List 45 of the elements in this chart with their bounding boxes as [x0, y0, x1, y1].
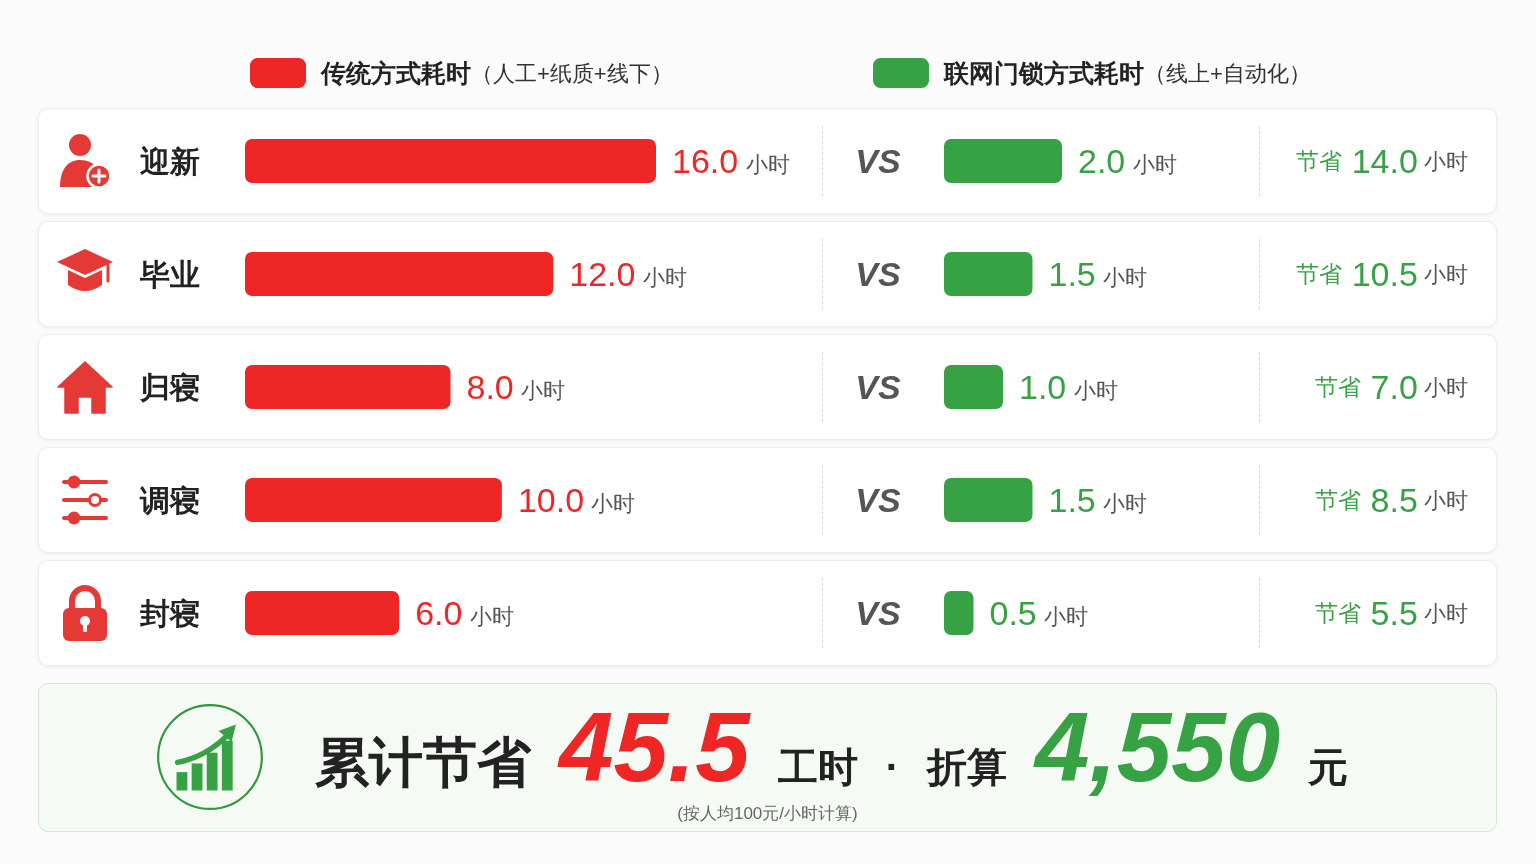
text: 4,550 — [1035, 692, 1281, 802]
y-tick-label: 毕业 — [139, 257, 200, 291]
text: 节省 8.5 小时 — [1315, 481, 1468, 519]
y-tick-label: 封寝 — [139, 596, 200, 630]
text: VS — [855, 142, 901, 180]
bar — [245, 591, 400, 635]
bar — [245, 139, 656, 183]
text: 累计节省 — [315, 732, 531, 792]
text: 元 — [1308, 745, 1349, 789]
text: (按人均100元/小时计算) — [676, 803, 859, 825]
text: VS — [855, 594, 901, 632]
data-label: 16.0 小时 — [672, 142, 790, 180]
bar — [944, 139, 1062, 183]
bar — [944, 591, 974, 635]
text: 节省 7.0 小时 — [1315, 368, 1468, 406]
data-label: 1.0 小时 — [1019, 368, 1118, 406]
text: 45.5 — [559, 692, 750, 802]
data-label: 1.5 小时 — [1048, 481, 1148, 519]
data-label: 6.0 小时 — [415, 594, 514, 632]
data-label: 1.5 小时 — [1048, 255, 1148, 293]
legend-label: 联网门锁方式耗时（线上+自动化） — [943, 59, 1311, 87]
data-label: 12.0 小时 — [569, 255, 687, 293]
text: · — [885, 745, 900, 789]
text: 工时 — [777, 745, 858, 789]
legend-label: 传统方式耗时（人工+纸质+线下） — [320, 59, 673, 87]
text: 节省 14.0 小时 — [1296, 142, 1468, 180]
y-tick-label: 调寝 — [139, 483, 200, 517]
y-tick-label: 归寝 — [139, 370, 200, 404]
data-label: 10.0 小时 — [517, 481, 636, 519]
text: VS — [855, 368, 901, 406]
text: 节省 10.5 小时 — [1296, 255, 1468, 293]
text: VS — [855, 255, 901, 293]
bar — [944, 252, 1033, 296]
bar — [245, 252, 554, 296]
text: 节省 5.5 小时 — [1315, 594, 1468, 632]
text: VS — [855, 481, 901, 519]
data-label: 2.0 小时 — [1078, 142, 1177, 180]
bar — [944, 365, 1003, 409]
bar — [245, 478, 502, 522]
data-label: 8.0 小时 — [466, 368, 566, 406]
data-label: 0.5 小时 — [989, 594, 1089, 632]
text: 折算 — [927, 745, 1008, 789]
bar — [245, 365, 451, 409]
y-tick-label: 迎新 — [140, 144, 200, 178]
bar — [944, 478, 1033, 522]
